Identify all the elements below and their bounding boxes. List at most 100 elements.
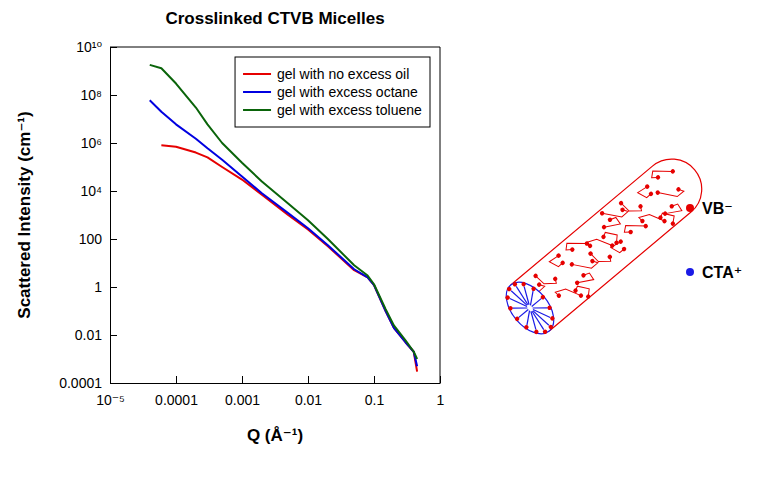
annotation-label: VB⁻ — [702, 200, 733, 217]
series-line — [161, 145, 417, 371]
vb-head — [644, 183, 650, 189]
legend-label: gel with no excess oil — [277, 66, 409, 82]
vb-head — [643, 223, 649, 229]
vb-head — [521, 281, 527, 287]
vb-head — [621, 246, 627, 252]
vb-head — [607, 217, 613, 223]
tick: 0.0001 — [59, 375, 117, 391]
tick-label: 1 — [94, 279, 102, 295]
legend-label: gel with excess toluene — [277, 102, 422, 118]
axis-line — [110, 48, 111, 384]
vb-head — [569, 246, 575, 252]
vb-head — [569, 261, 575, 267]
tick-mark — [110, 383, 117, 384]
micelle-diagram — [496, 147, 714, 344]
axis-line — [111, 383, 441, 384]
cta-tail — [521, 311, 536, 326]
vb-chain — [602, 200, 628, 225]
chart-title: Crosslinked CTVB Micelles — [165, 9, 384, 28]
legend-label: gel with excess octane — [277, 84, 418, 100]
vb-chain — [576, 271, 594, 289]
vb-head — [552, 276, 558, 282]
tick: 0.001 — [225, 376, 260, 408]
vb-head — [618, 238, 624, 244]
tick-mark — [308, 376, 309, 383]
cylinder-end — [497, 273, 563, 342]
tick-label: 100 — [79, 231, 103, 247]
cta-tail — [524, 291, 539, 306]
vb-head — [560, 260, 566, 266]
vb-chain — [536, 267, 558, 290]
tick: 10⁴ — [80, 183, 117, 199]
tick: 0.01 — [295, 376, 322, 408]
tick-mark — [242, 376, 243, 383]
vb-chain — [603, 216, 621, 233]
vb-head — [542, 329, 548, 335]
vb-head — [506, 286, 512, 292]
vb-head — [556, 293, 562, 299]
vb-chain — [586, 231, 612, 257]
vb-chain — [572, 251, 598, 276]
tick-label: 10¹⁰ — [76, 39, 102, 55]
legend-box — [235, 57, 430, 127]
vb-head — [546, 305, 552, 311]
chart: Crosslinked CTVB Micelles10⁻⁵0.00010.001… — [0, 0, 772, 491]
vb-head — [549, 315, 555, 321]
vb-head — [585, 293, 591, 299]
vb-head — [670, 168, 676, 174]
vb-head — [648, 191, 654, 197]
legend-swatch — [243, 73, 271, 75]
vb-head — [655, 174, 661, 180]
tick: 10¹⁰ — [76, 39, 117, 55]
vb-head — [555, 252, 561, 258]
vb-head — [600, 234, 606, 240]
vb-head — [675, 186, 681, 192]
annotation-label: CTA⁺ — [702, 264, 742, 281]
tick: 0.1 — [365, 376, 385, 408]
vb-head — [505, 295, 511, 301]
tick-label: 1 — [437, 392, 445, 408]
vb-head — [669, 203, 675, 209]
tick-mark — [110, 95, 117, 96]
vb-head — [580, 272, 586, 278]
tick-label: 0.01 — [295, 392, 322, 408]
x-axis: 10⁻⁵0.00010.0010.010.11 — [96, 376, 444, 408]
tick-mark — [110, 47, 117, 48]
vb-chain — [563, 234, 587, 257]
tick-mark — [110, 287, 117, 288]
tick-label: 10⁸ — [81, 87, 103, 103]
vb-head — [512, 281, 518, 287]
vb-head — [578, 293, 584, 299]
legend-swatch — [243, 91, 271, 93]
frame — [440, 47, 441, 383]
vb-chain — [658, 179, 684, 204]
vb-head — [657, 215, 663, 221]
vb-head — [548, 324, 554, 330]
tick-label: 0.0001 — [59, 375, 102, 391]
tick-mark — [110, 335, 117, 336]
vb-head — [601, 224, 607, 230]
vb-chain — [664, 202, 682, 220]
vb-head — [589, 258, 595, 264]
vb-head — [637, 203, 643, 209]
vb-head — [661, 218, 667, 224]
tick-mark — [110, 239, 117, 240]
vb-head — [514, 316, 520, 322]
vb-chain — [621, 195, 643, 218]
y-axis: 0.00010.01110010⁴10⁶10⁸10¹⁰ — [59, 39, 117, 391]
vb-head — [619, 207, 625, 213]
tick-mark — [374, 376, 375, 383]
vb-head — [662, 211, 668, 217]
legend-swatch — [243, 109, 271, 111]
annotation-dot — [686, 268, 694, 276]
vb-head — [574, 280, 580, 286]
tick-label: 0.01 — [75, 327, 102, 343]
tick: 10⁸ — [81, 87, 117, 103]
vb-head — [533, 273, 539, 279]
tick-mark — [440, 376, 441, 383]
tick-label: 0.001 — [225, 392, 260, 408]
legend: gel with no excess oil gel with excess oc… — [235, 57, 430, 127]
tick-label: 0.1 — [365, 392, 385, 408]
vb-chain — [639, 206, 665, 232]
tick-mark — [176, 376, 177, 383]
